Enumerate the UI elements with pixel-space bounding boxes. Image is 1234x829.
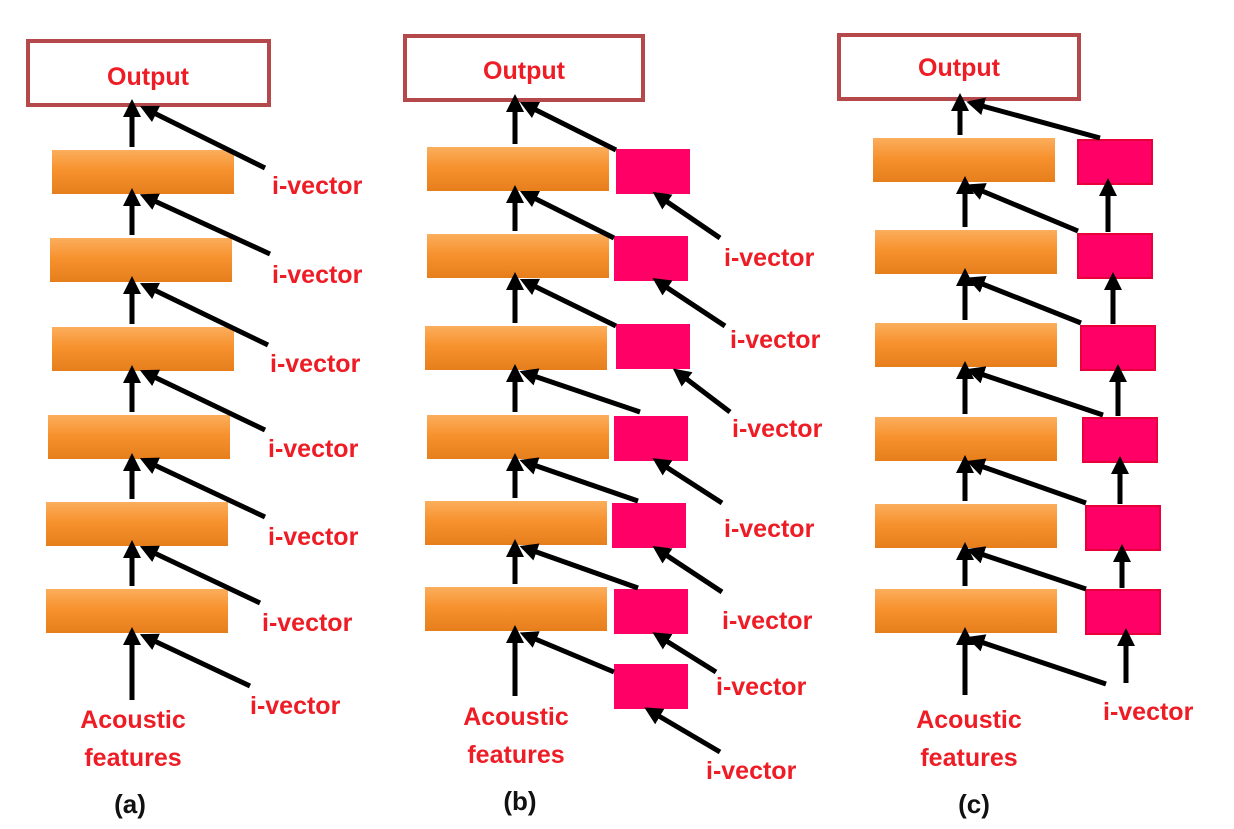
panel-caption: (b) xyxy=(503,786,536,816)
ivector-arrow xyxy=(672,368,732,414)
ivector-label: i-vector xyxy=(272,261,363,289)
adaptation-layer xyxy=(1085,505,1161,551)
adaptation-arrow xyxy=(966,546,1087,592)
ivector-arrow xyxy=(139,282,270,348)
hidden-layer xyxy=(52,150,234,194)
hidden-layer xyxy=(50,238,232,282)
hidden-layer xyxy=(46,502,228,546)
adaptation-layer xyxy=(1082,417,1158,463)
output-box xyxy=(403,34,645,102)
ivector-label: i-vector xyxy=(268,523,359,551)
hidden-layer xyxy=(48,415,230,459)
adaptation-arrow xyxy=(519,190,616,241)
adaptation-layer xyxy=(612,503,686,548)
output-box xyxy=(837,33,1081,101)
ivector-arrow xyxy=(652,546,724,595)
ivector-arrow xyxy=(652,191,722,241)
output-label: Output xyxy=(483,57,566,85)
adaptation-arrow xyxy=(966,97,1101,141)
ivector-label: i-vector xyxy=(722,607,813,635)
acoustic-features-label: Acoustic xyxy=(916,706,1022,734)
adaptation-arrow xyxy=(966,183,1079,234)
adaptation-layer xyxy=(1077,233,1153,279)
ivector-label: i-vector xyxy=(716,673,807,701)
acoustic-features-label: Acoustic xyxy=(80,706,186,734)
ivector-arrow xyxy=(139,193,272,257)
ivector-arrow xyxy=(139,545,262,606)
adaptation-layer xyxy=(614,664,688,709)
adaptation-layer xyxy=(1077,139,1153,185)
adaptation-layer xyxy=(616,324,690,369)
ivector-label: i-vector xyxy=(262,609,353,637)
ivector-label: i-vector xyxy=(732,415,823,443)
hidden-layer xyxy=(875,417,1057,461)
ivector-label: i-vector xyxy=(272,172,363,200)
ivector-arrow xyxy=(644,707,722,755)
hidden-layer xyxy=(52,327,234,371)
adaptation-layer xyxy=(1080,325,1156,371)
hidden-layer xyxy=(873,138,1055,182)
ivector-arrow xyxy=(139,457,267,520)
adaptation-arrow xyxy=(519,543,639,591)
adaptation-layer xyxy=(614,236,688,281)
hidden-layer xyxy=(425,326,607,370)
adaptation-layer xyxy=(614,589,688,634)
adaptation-arrow xyxy=(519,278,618,329)
ivector-arrow xyxy=(139,105,267,171)
ivector-label: i-vector xyxy=(730,326,821,354)
ivector-arrow xyxy=(139,633,252,689)
ivector-label: i-vector xyxy=(706,757,797,785)
hidden-layer xyxy=(427,234,609,278)
hidden-layer xyxy=(875,589,1057,633)
adaptation-arrow xyxy=(519,457,639,504)
acoustic-features-label: features xyxy=(920,744,1017,772)
acoustic-features-label: Acoustic xyxy=(463,703,569,731)
ivector-arrow xyxy=(652,278,727,329)
adaptation-arrow xyxy=(519,101,618,153)
ivector-label: i-vector xyxy=(250,692,341,720)
adaptation-arrow xyxy=(966,458,1087,506)
acoustic-features-label: features xyxy=(467,741,564,769)
hidden-layer xyxy=(427,415,609,459)
ivector-label: i-vector xyxy=(724,244,815,272)
output-label: Output xyxy=(107,63,190,91)
panel-caption: (a) xyxy=(114,789,146,819)
hidden-layer xyxy=(875,323,1057,367)
panel-b: Output xyxy=(403,34,823,816)
adaptation-layer xyxy=(614,416,688,461)
hidden-layer xyxy=(427,147,609,191)
adaptation-arrow xyxy=(966,366,1104,418)
ivector-label: i-vector xyxy=(270,350,361,378)
adaptation-arrow xyxy=(966,275,1082,326)
hidden-layer xyxy=(425,587,607,631)
ivector-label: i-vector xyxy=(724,515,815,543)
adaptation-layer xyxy=(616,149,690,194)
adaptation-arrow xyxy=(519,631,615,675)
adaptation-arrow xyxy=(519,368,641,415)
hidden-layer xyxy=(46,589,228,633)
ivector-arrow xyxy=(652,632,718,675)
panel-caption: (c) xyxy=(958,789,990,819)
output-label: Output xyxy=(918,54,1001,82)
hidden-layer xyxy=(875,504,1057,548)
output-box xyxy=(26,39,271,107)
panel-a: Output i-vector i-vector i-vector i-vect… xyxy=(26,39,363,819)
ivector-label: i-vector xyxy=(1103,698,1194,726)
acoustic-features-label: features xyxy=(84,744,181,772)
hidden-layer xyxy=(875,230,1057,274)
adaptation-arrow xyxy=(966,634,1107,687)
ivector-arrow xyxy=(652,458,724,506)
adaptation-layer xyxy=(1085,589,1161,635)
panel-c: Output xyxy=(837,33,1194,819)
ivector-arrow xyxy=(139,369,267,433)
hidden-layer xyxy=(425,501,607,545)
ivector-label: i-vector xyxy=(268,435,359,463)
